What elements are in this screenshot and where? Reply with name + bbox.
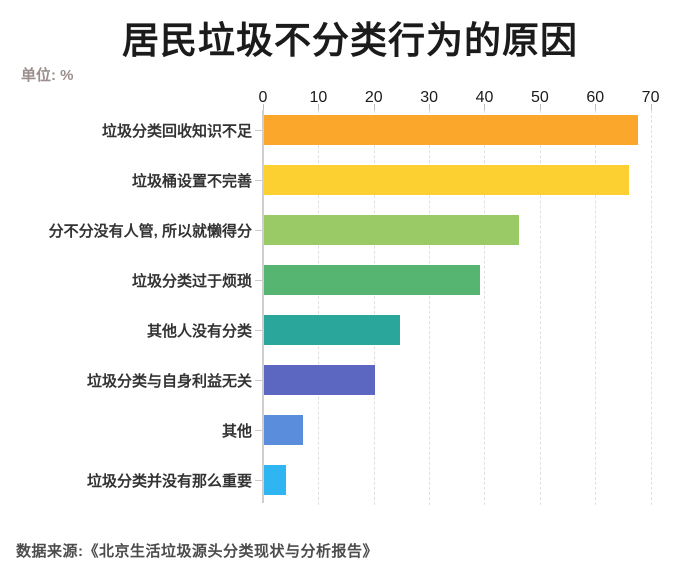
bar (264, 115, 638, 145)
axis-tick-mark (650, 104, 652, 110)
category-tick (255, 480, 262, 481)
axis-tick-mark (595, 104, 597, 110)
gridline (373, 110, 375, 505)
category-tick (255, 380, 262, 381)
category-tick (255, 230, 262, 231)
category-label: 垃圾桶设置不完善 (131, 172, 252, 190)
bar-chart: 0 10 20 30 40 50 60 70 垃圾分类回收知识不足垃圾桶设置不完善分不分没有人… (0, 84, 700, 514)
category-tick (255, 130, 262, 131)
axis-tick-label: 0 (258, 89, 268, 106)
bar (264, 365, 375, 395)
bar (264, 415, 303, 445)
axis-tick-label: 20 (364, 89, 383, 106)
axis-tick-mark (484, 104, 486, 110)
category-label: 分不分没有人管, 所以就懒得分 (48, 222, 252, 240)
category-tick (255, 180, 262, 181)
axis-tick-mark (318, 104, 320, 110)
category-label: 垃圾分类过于烦琐 (131, 272, 252, 290)
axis-tick-label: 40 (475, 89, 494, 106)
axis-baseline (262, 110, 264, 503)
axis-tick-label: 10 (309, 89, 328, 106)
axis-tick-mark (429, 104, 431, 110)
axis-tick-mark (373, 104, 375, 110)
category-label: 垃圾分类回收知识不足 (101, 122, 252, 140)
bar (264, 165, 629, 195)
category-tick (255, 330, 262, 331)
data-source: 数据来源:《北京生活垃圾源头分类现状与分析报告》 (16, 543, 378, 560)
axis-tick-mark (263, 104, 264, 110)
gridline (595, 110, 597, 505)
gridline (650, 110, 652, 505)
category-tick (255, 430, 262, 431)
axis-tick-label: 70 (641, 89, 660, 106)
category-label: 其他 (221, 422, 252, 440)
unit-label: 单位: % (21, 67, 74, 84)
category-label: 其他人没有分类 (146, 322, 252, 340)
axis-tick-label: 50 (530, 89, 549, 106)
gridline (318, 110, 320, 505)
chart-title: 居民垃圾不分类行为的原因 (122, 20, 578, 61)
bar (264, 265, 480, 295)
gridline (429, 110, 431, 505)
category-label: 垃圾分类并没有那么重要 (86, 472, 252, 490)
gridline (539, 110, 541, 505)
category-label: 垃圾分类与自身利益无关 (86, 372, 252, 390)
gridline (484, 110, 486, 505)
axis-tick-mark (539, 104, 541, 110)
category-tick (255, 280, 262, 281)
bar (264, 215, 519, 245)
axis-tick-label: 60 (586, 89, 605, 106)
axis-tick-label: 30 (420, 89, 438, 106)
bar (264, 315, 400, 345)
bar (264, 465, 286, 495)
